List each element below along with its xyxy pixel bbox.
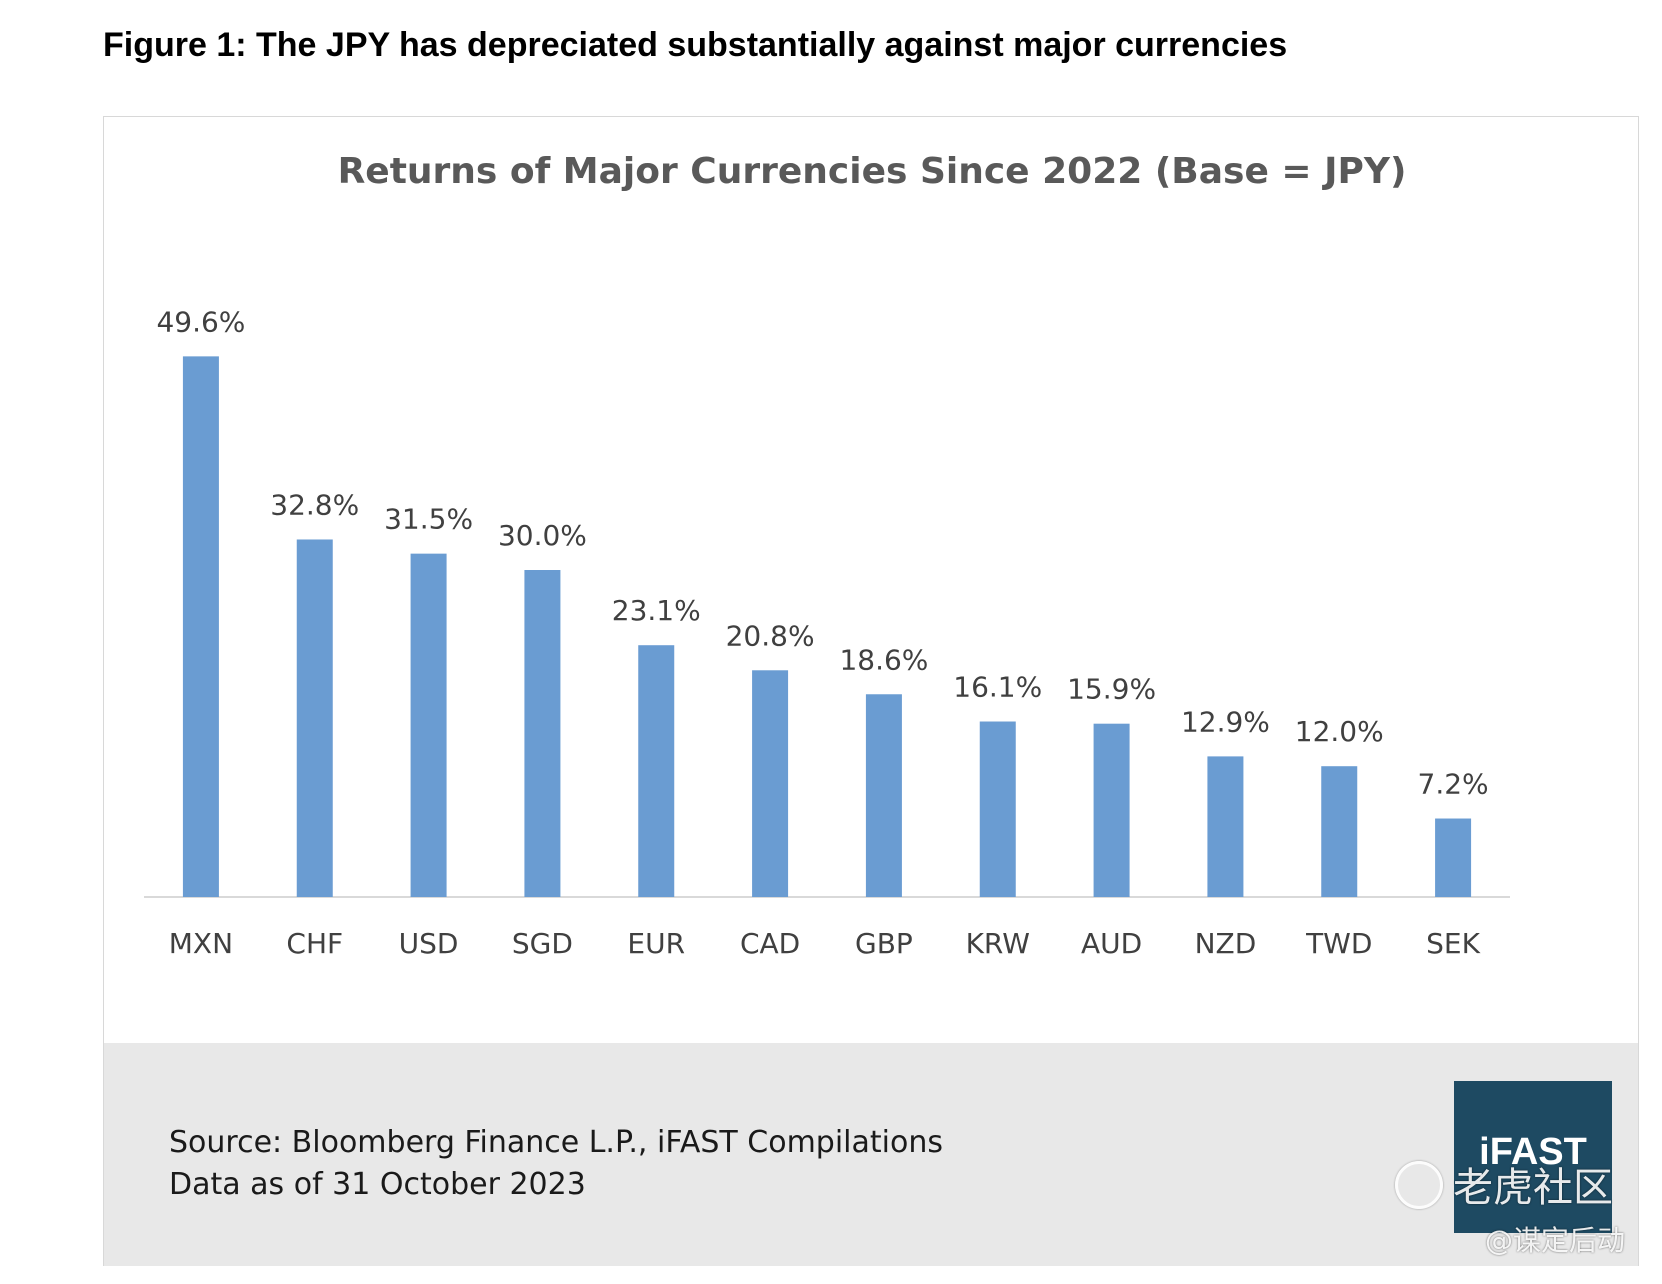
chart-footer: Source: Bloomberg Finance L.P., iFAST Co… — [104, 1043, 1638, 1266]
watermark-main-text: 老虎社区 — [1453, 1165, 1613, 1211]
x-tick-label-nzd: NZD — [1195, 927, 1257, 960]
x-tick-label-chf: CHF — [286, 927, 343, 960]
data-label-krw: 16.1% — [953, 671, 1042, 704]
x-tick-label-sgd: SGD — [512, 927, 573, 960]
x-tick-label-sek: SEK — [1426, 927, 1480, 960]
chart-title: Returns of Major Currencies Since 2022 (… — [337, 151, 1407, 192]
source-note: Source: Bloomberg Finance L.P., iFAST Co… — [169, 1125, 943, 1160]
bar-sek — [1435, 818, 1472, 897]
bar-sgd — [524, 570, 561, 897]
data-label-nzd: 12.9% — [1181, 705, 1270, 738]
data-date-note: Data as of 31 October 2023 — [169, 1167, 586, 1202]
data-label-sek: 7.2% — [1418, 768, 1489, 801]
bar-eur — [638, 645, 675, 897]
x-tick-label-aud: AUD — [1081, 927, 1142, 960]
data-label-mxn: 49.6% — [156, 305, 245, 338]
bar-gbp — [865, 694, 902, 897]
data-label-chf: 32.8% — [270, 488, 359, 521]
figure-caption: Figure 1: The JPY has depreciated substa… — [103, 26, 1288, 64]
bar-mxn — [182, 356, 219, 897]
watermark-emblem-icon — [1395, 1161, 1443, 1209]
data-label-gbp: 18.6% — [839, 643, 928, 676]
bar-twd — [1321, 766, 1358, 897]
bar-nzd — [1207, 756, 1244, 897]
data-label-usd: 31.5% — [384, 503, 473, 536]
x-tick-label-usd: USD — [399, 927, 459, 960]
bar-krw — [979, 721, 1016, 897]
bar-chart: 49.6% MXN 32.8% CHF 31.5% USD 30.0% SGD 23.1% EUR… — [144, 305, 1510, 960]
watermark-sub-text: @谋定后动 — [1485, 1224, 1626, 1257]
x-tick-label-gbp: GBP — [855, 927, 913, 960]
data-label-sgd: 30.0% — [498, 519, 587, 552]
data-label-cad: 20.8% — [726, 619, 815, 652]
x-tick-label-mxn: MXN — [169, 927, 233, 960]
x-tick-label-krw: KRW — [966, 927, 1030, 960]
bar-chf — [296, 539, 333, 897]
ifast-logo: iFAST — [1454, 1081, 1612, 1233]
x-tick-label-eur: EUR — [627, 927, 685, 960]
x-tick-label-twd: TWD — [1305, 927, 1372, 960]
ifast-logo-text: iFAST — [1479, 1131, 1587, 1173]
watermark: 老虎社区 @谋定后动 — [1395, 1155, 1635, 1265]
bar-aud — [1093, 723, 1130, 897]
data-label-twd: 12.0% — [1295, 715, 1384, 748]
data-label-aud: 15.9% — [1067, 673, 1156, 706]
x-tick-label-cad: CAD — [740, 927, 800, 960]
chart-frame: 49.6% MXN 32.8% CHF 31.5% USD 30.0% SGD 23.1% EUR… — [103, 116, 1639, 1266]
data-label-eur: 23.1% — [612, 594, 701, 627]
bar-usd — [410, 553, 447, 897]
bar-cad — [752, 670, 789, 897]
